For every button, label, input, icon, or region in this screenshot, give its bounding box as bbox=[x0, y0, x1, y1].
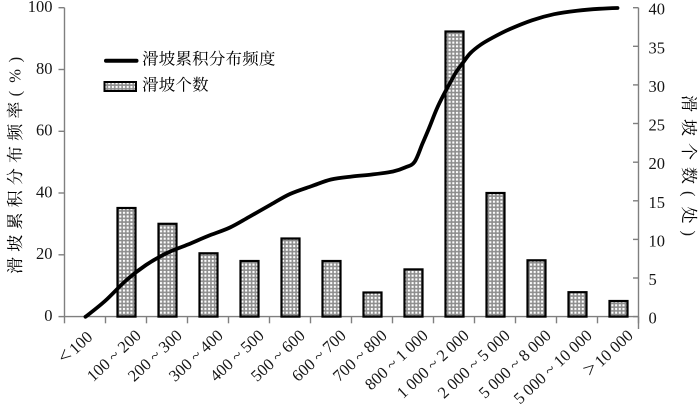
svg-text:20: 20 bbox=[649, 154, 666, 173]
svg-text:): ) bbox=[6, 57, 25, 63]
svg-text:(: ( bbox=[6, 91, 25, 97]
svg-text:%: % bbox=[6, 69, 25, 83]
svg-text:10: 10 bbox=[649, 231, 666, 250]
svg-text:): ) bbox=[680, 231, 699, 237]
svg-text:40: 40 bbox=[649, 0, 666, 19]
svg-text:(: ( bbox=[680, 191, 699, 197]
svg-text:15: 15 bbox=[649, 193, 666, 212]
svg-text:60: 60 bbox=[36, 121, 53, 140]
svg-text:25: 25 bbox=[649, 116, 666, 135]
svg-text:40: 40 bbox=[36, 182, 53, 201]
svg-text:100: 100 bbox=[28, 0, 53, 16]
svg-text:0: 0 bbox=[44, 306, 52, 325]
svg-text:5: 5 bbox=[649, 270, 657, 289]
svg-text:20: 20 bbox=[36, 244, 53, 263]
svg-text:30: 30 bbox=[649, 77, 666, 96]
svg-text:80: 80 bbox=[36, 59, 53, 78]
svg-text:35: 35 bbox=[649, 38, 666, 57]
svg-text:0: 0 bbox=[649, 309, 657, 328]
